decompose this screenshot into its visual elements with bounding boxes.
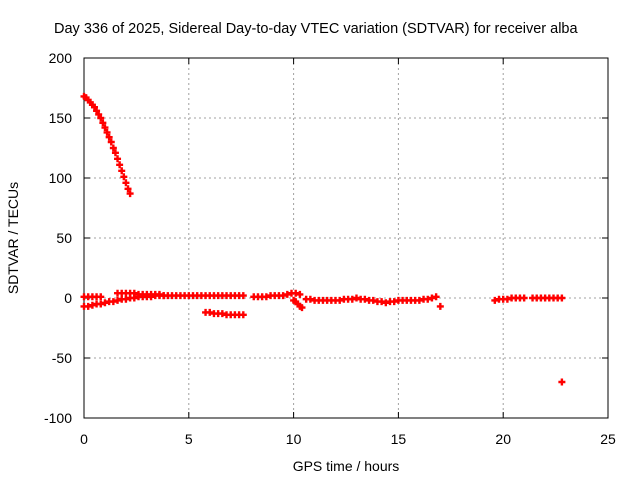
data-point: [99, 119, 107, 127]
plot-frame: [83, 57, 609, 419]
y-axis-label: SDTVAR / TECUs: [5, 182, 21, 294]
x-tick-label: 20: [495, 431, 511, 447]
data-point: [160, 292, 168, 300]
y-tick-label: 50: [56, 230, 72, 246]
data-point: [239, 311, 247, 319]
chart-title: Day 336 of 2025, Sidereal Day-to-day VTE…: [54, 21, 579, 37]
data-point: [558, 294, 566, 302]
x-tick-label: 15: [391, 431, 407, 447]
data-point: [109, 144, 117, 152]
y-tick-label: 0: [64, 290, 72, 306]
x-tick-label: 0: [80, 431, 88, 447]
data-point: [126, 190, 134, 198]
data-point: [118, 167, 126, 175]
y-tick-label: -100: [44, 410, 72, 426]
data-point: [107, 138, 115, 146]
data-point: [239, 292, 247, 300]
x-axis-label: GPS time / hours: [293, 458, 400, 474]
data-point: [296, 290, 304, 298]
data-point: [120, 173, 128, 181]
data-point: [101, 124, 109, 132]
y-tick-label: 150: [49, 110, 73, 126]
tick-labels: 0 5 10 15 20 25 -100 -50 0 50 100 150 200: [44, 50, 616, 447]
data-point: [436, 302, 444, 310]
data-point: [93, 107, 101, 115]
data-point: [122, 179, 130, 187]
x-tick-label: 25: [600, 431, 616, 447]
data-points: [80, 92, 566, 386]
data-point: [124, 185, 132, 193]
data-point: [97, 293, 105, 301]
data-point: [116, 161, 124, 169]
y-tick-label: -50: [52, 350, 72, 366]
data-point: [97, 114, 105, 122]
data-point: [558, 378, 566, 386]
data-point: [111, 149, 119, 157]
data-point: [90, 103, 98, 111]
data-point: [105, 133, 113, 141]
data-point: [432, 293, 440, 301]
y-tick-label: 100: [49, 170, 73, 186]
x-tick-label: 10: [286, 431, 302, 447]
y-tick-label: 200: [49, 50, 73, 66]
data-point: [103, 128, 111, 136]
data-point: [95, 110, 103, 118]
data-point: [520, 294, 528, 302]
data-point: [298, 304, 306, 312]
data-point: [114, 155, 122, 163]
x-tick-label: 5: [185, 431, 193, 447]
